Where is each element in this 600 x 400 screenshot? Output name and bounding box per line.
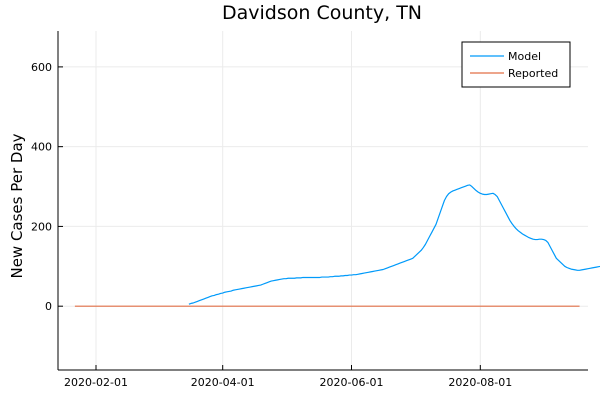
x-tick-label: 2020-06-01 [320, 376, 384, 389]
y-axis-ticks: 0 200 400 600 [31, 61, 63, 313]
y-axis-label: New Cases Per Day [8, 133, 26, 278]
x-tick-label: 2020-02-01 [64, 376, 128, 389]
series-model [188, 184, 600, 305]
legend-box [461, 41, 571, 88]
chart-title: Davidson County, TN [222, 2, 422, 24]
y-tick-label: 400 [31, 141, 52, 154]
legend: Model Reported [461, 41, 571, 88]
axes [57, 31, 588, 371]
x-tick-label: 2020-08-01 [448, 376, 512, 389]
y-tick-label: 600 [31, 61, 52, 74]
legend-label-reported: Reported [508, 67, 558, 80]
x-axis-ticks: 2020-02-01 2020-04-01 2020-06-01 2020-08-01 [64, 365, 512, 389]
x-tick-label: 2020-04-01 [191, 376, 255, 389]
y-tick-label: 200 [31, 220, 52, 233]
y-tick-label: 0 [45, 300, 52, 313]
model-series-line [188, 184, 600, 305]
legend-label-model: Model [508, 50, 541, 63]
